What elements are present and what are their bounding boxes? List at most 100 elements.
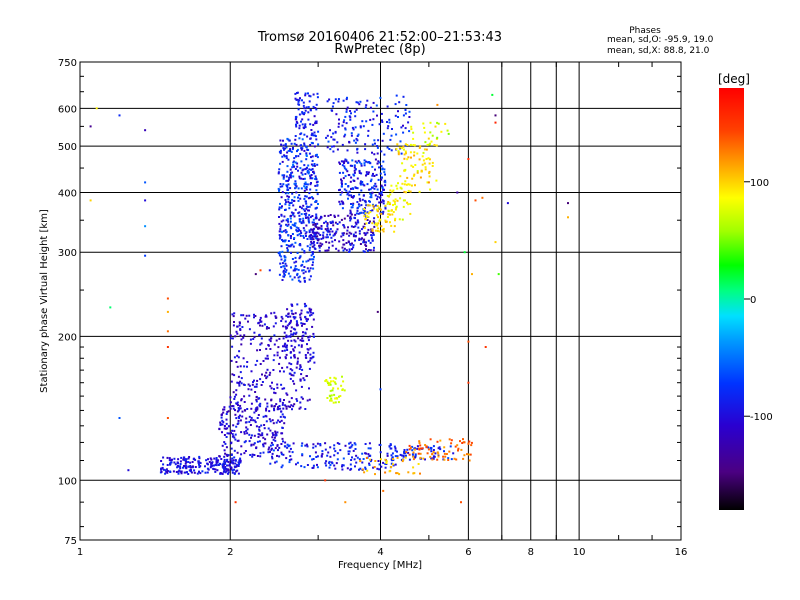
- data-point: [358, 237, 361, 240]
- data-point: [306, 209, 309, 212]
- data-point: [390, 209, 393, 212]
- data-point: [281, 401, 284, 404]
- data-point: [243, 431, 246, 434]
- data-point: [395, 184, 398, 187]
- data-point: [270, 312, 273, 315]
- data-point: [302, 204, 305, 207]
- data-point: [313, 145, 316, 148]
- data-point: [308, 100, 311, 103]
- data-point: [169, 470, 172, 473]
- data-point: [287, 339, 290, 342]
- data-point: [379, 458, 382, 461]
- data-point: [398, 146, 401, 149]
- data-point: [286, 349, 289, 351]
- data-point: [275, 421, 278, 424]
- data-point: [331, 462, 334, 465]
- data-point: [380, 465, 383, 468]
- data-point: [376, 195, 379, 198]
- data-point: [236, 402, 239, 405]
- data-point: [331, 109, 334, 112]
- data-point: [307, 351, 309, 354]
- data-point: [279, 236, 282, 238]
- data-point: [221, 419, 224, 422]
- data-point: [397, 116, 399, 118]
- data-point: [370, 194, 373, 196]
- data-point: [192, 457, 195, 460]
- data-point: [255, 425, 258, 428]
- data-point: [274, 432, 277, 435]
- data-point: [296, 322, 299, 325]
- data-point: [401, 218, 404, 221]
- x-tick-label: 1: [77, 547, 83, 558]
- data-point: [290, 333, 293, 336]
- x-tick-label: 8: [528, 547, 534, 558]
- data-point: [251, 383, 254, 386]
- data-point: [324, 462, 327, 465]
- data-point: [316, 466, 319, 469]
- data-point: [290, 319, 292, 322]
- data-point: [127, 469, 130, 472]
- data-point: [299, 280, 302, 283]
- data-point: [267, 344, 270, 346]
- data-point: [335, 247, 338, 250]
- data-point: [287, 195, 290, 198]
- data-point: [439, 448, 442, 451]
- data-point: [259, 319, 262, 321]
- data-point: [311, 142, 314, 145]
- data-point: [306, 135, 309, 138]
- data-point: [281, 160, 284, 163]
- data-point: [346, 193, 349, 196]
- data-point: [287, 179, 289, 182]
- data-point: [373, 217, 376, 220]
- data-point: [289, 455, 292, 458]
- data-point: [365, 457, 368, 459]
- data-point: [355, 454, 358, 457]
- data-point: [182, 456, 185, 459]
- colorbar-tick-label: -100: [750, 412, 773, 423]
- data-point: [291, 166, 294, 169]
- data-point: [264, 374, 266, 377]
- data-point: [304, 186, 307, 189]
- data-point: [193, 471, 196, 474]
- data-point: [312, 93, 315, 96]
- data-point: [348, 231, 351, 234]
- data-point: [227, 471, 230, 474]
- data-point: [364, 143, 367, 146]
- data-point: [362, 250, 365, 253]
- data-point: [201, 470, 204, 473]
- data-point: [294, 332, 297, 335]
- data-point: [271, 455, 273, 458]
- data-point: [406, 176, 409, 179]
- data-point: [304, 181, 307, 184]
- data-point: [298, 233, 301, 236]
- data-point: [423, 126, 426, 129]
- data-point: [274, 447, 277, 450]
- data-point: [289, 335, 292, 338]
- data-point: [303, 323, 306, 325]
- data-point: [294, 328, 297, 331]
- data-point: [290, 458, 293, 461]
- data-point: [279, 400, 282, 403]
- data-point: [233, 312, 236, 315]
- data-point: [391, 452, 394, 455]
- data-point: [282, 139, 284, 142]
- data-point: [304, 124, 307, 127]
- data-point: [364, 468, 367, 471]
- data-point: [283, 272, 286, 275]
- data-point: [194, 466, 197, 468]
- data-point: [326, 222, 329, 225]
- data-point: [294, 265, 297, 268]
- data-point: [402, 199, 405, 202]
- data-point: [350, 232, 353, 235]
- data-point: [239, 457, 242, 460]
- data-point: [301, 147, 304, 150]
- data-point: [281, 317, 284, 320]
- data-point: [389, 189, 392, 192]
- data-point: [281, 185, 284, 188]
- data-point: [364, 212, 367, 215]
- data-point: [443, 452, 446, 455]
- data-point: [329, 233, 331, 236]
- data-point: [252, 443, 255, 446]
- data-point: [239, 380, 242, 383]
- data-point: [232, 459, 235, 462]
